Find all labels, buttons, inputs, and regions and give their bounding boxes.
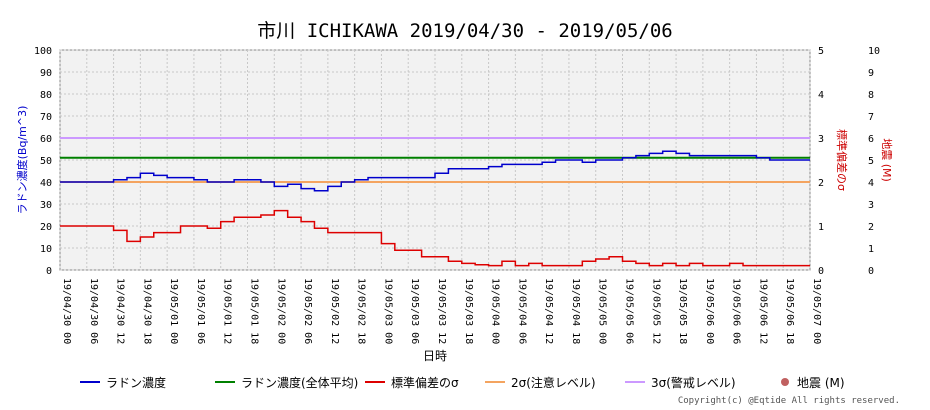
y-tick-left: 100 xyxy=(34,46,52,57)
x-tick-label: 19/05/06 18 xyxy=(784,278,795,344)
y-tick-right-magnitude: 9 xyxy=(868,68,874,79)
x-axis: 19/04/30 00 19/04/30 06 19/04/30 12 19/04/3… xyxy=(61,278,822,344)
x-tick-label: 19/05/04 06 xyxy=(516,278,527,344)
legend-label: 3σ(警戒レベル) xyxy=(651,375,736,390)
y-axis-right-magnitude: 0 1 2 3 4 5 6 7 8 9 10 xyxy=(868,46,880,277)
y-tick-right-magnitude: 0 xyxy=(868,266,874,277)
legend-marker-line xyxy=(365,381,385,383)
y-tick-right-magnitude: 10 xyxy=(868,46,880,57)
legend: ラドン濃度 ラドン濃度(全体平均) 標準偏差のσ 2σ(注意レベル) 3σ(警戒レベル)… xyxy=(0,372,930,392)
x-tick-label: 19/05/02 06 xyxy=(302,278,313,344)
chart-title: 市川 ICHIKAWA 2019/04/30 - 2019/05/06 xyxy=(257,20,673,42)
copyright-text: Copyright(c) @Eqtide All rights reserved… xyxy=(677,396,900,406)
x-tick-label: 19/04/30 12 xyxy=(115,278,126,344)
series-group xyxy=(60,137,810,267)
x-tick-label: 19/05/02 18 xyxy=(356,278,367,344)
x-tick-label: 19/05/02 00 xyxy=(275,278,286,344)
y-tick-left: 60 xyxy=(40,134,52,145)
legend-label: ラドン濃度(全体平均) xyxy=(241,375,359,390)
x-tick-label: 19/05/03 06 xyxy=(409,278,420,344)
x-tick-label: 19/05/05 06 xyxy=(624,278,635,344)
y-tick-left: 40 xyxy=(40,178,52,189)
x-tick-label: 19/05/06 06 xyxy=(731,278,742,344)
y-tick-right-magnitude: 3 xyxy=(868,200,874,211)
x-tick-label: 19/05/01 18 xyxy=(249,278,260,344)
y-tick-left: 90 xyxy=(40,68,52,79)
x-tick-label: 19/04/30 00 xyxy=(61,278,72,344)
x-tick-label: 19/05/06 00 xyxy=(704,278,715,344)
y-tick-right-magnitude: 5 xyxy=(868,156,874,167)
x-tick-label: 19/05/01 06 xyxy=(195,278,206,344)
x-tick-label: 19/05/04 18 xyxy=(570,278,581,344)
legend-label: ラドン濃度 xyxy=(106,375,167,390)
y-tick-right-sigma: 4 xyxy=(818,90,824,101)
legend-item: 3σ(警戒レベル) xyxy=(625,372,736,392)
x-tick-label: 19/05/05 18 xyxy=(677,278,688,344)
series-line-2 xyxy=(60,209,810,267)
radon-chart: 市川 ICHIKAWA 2019/04/30 - 2019/05/06 0102… xyxy=(15,20,893,363)
legend-item: ラドン濃度(全体平均) xyxy=(215,372,358,392)
x-tick-label: 19/05/03 00 xyxy=(382,278,393,344)
legend-label: 地震 (M) xyxy=(797,375,845,390)
y-tick-right-sigma: 1 xyxy=(818,222,824,233)
x-tick-label: 19/05/01 12 xyxy=(222,278,233,344)
x-tick-label: 19/04/30 18 xyxy=(141,278,152,344)
x-tick-label: 19/05/06 12 xyxy=(757,278,768,344)
y-tick-right-magnitude: 2 xyxy=(868,222,874,233)
legend-marker-dot xyxy=(781,378,789,386)
legend-item: 地震 (M) xyxy=(775,372,845,392)
grid-lines xyxy=(59,49,811,271)
legend-label: 2σ(注意レベル) xyxy=(511,375,596,390)
y-axis-left-label: ラドン濃度(Bq/m^3) xyxy=(15,106,29,215)
x-tick-label: 19/05/07 00 xyxy=(811,278,822,344)
y-axis-right-sigma-label: 標準偏差のσ xyxy=(835,129,849,191)
y-tick-right-sigma: 5 xyxy=(818,46,824,57)
y-tick-right-sigma: 2 xyxy=(818,178,824,189)
x-tick-label: 19/05/04 00 xyxy=(490,278,501,344)
y-tick-right-sigma: 0 xyxy=(818,266,824,277)
y-tick-right-magnitude: 1 xyxy=(868,244,874,255)
x-tick-label: 19/05/03 18 xyxy=(463,278,474,344)
y-tick-right-magnitude: 8 xyxy=(868,90,874,101)
y-axis-left: 0 10 20 30 40 50 60 70 80 90 100 xyxy=(34,46,52,277)
x-tick-label: 19/05/01 00 xyxy=(168,278,179,344)
x-tick-label: 19/05/03 12 xyxy=(436,278,447,344)
y-tick-right-magnitude: 7 xyxy=(868,112,874,123)
series-line-0 xyxy=(60,150,810,192)
y-axis-right-magnitude-label: 地震 (M) xyxy=(880,138,893,182)
y-tick-left: 20 xyxy=(40,222,52,233)
y-tick-left: 0 xyxy=(46,266,52,277)
y-tick-left: 70 xyxy=(40,112,52,123)
legend-marker-line xyxy=(625,381,645,383)
y-tick-right-magnitude: 4 xyxy=(868,178,874,189)
y-tick-left: 80 xyxy=(40,90,52,101)
legend-item: ラドン濃度 xyxy=(80,372,166,392)
y-tick-right-magnitude: 6 xyxy=(868,134,874,145)
x-tick-label: 19/04/30 06 xyxy=(88,278,99,344)
x-tick-label: 19/05/05 00 xyxy=(597,278,608,344)
x-tick-label: 19/05/02 12 xyxy=(329,278,340,344)
y-tick-left: 30 xyxy=(40,200,52,211)
y-tick-left: 50 xyxy=(40,156,52,167)
x-tick-label: 19/05/05 12 xyxy=(650,278,661,344)
x-tick-label: 19/05/04 12 xyxy=(543,278,554,344)
legend-marker-line xyxy=(485,381,505,383)
legend-marker-line xyxy=(80,381,100,383)
legend-item: 2σ(注意レベル) xyxy=(485,372,596,392)
y-axis-right-sigma: 0 1 2 3 4 5 xyxy=(818,46,824,277)
legend-item: 標準偏差のσ xyxy=(365,372,459,392)
legend-marker-line xyxy=(215,381,235,383)
y-tick-right-sigma: 3 xyxy=(818,134,824,145)
legend-label: 標準偏差のσ xyxy=(391,375,459,390)
x-axis-label: 日時 xyxy=(423,349,447,363)
y-tick-left: 10 xyxy=(40,244,52,255)
